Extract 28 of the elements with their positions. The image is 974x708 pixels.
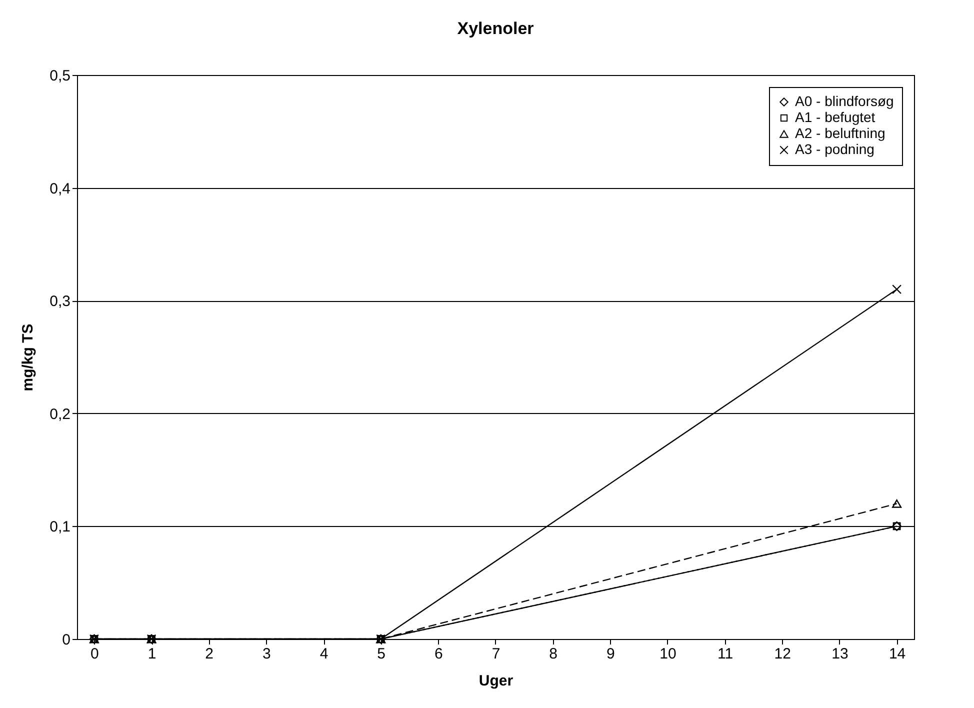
y-tick-label: 0,1 [50, 518, 70, 536]
y-tick-label: 0,3 [50, 293, 70, 310]
x-tick-label: 13 [832, 646, 848, 662]
x-tick-label: 10 [660, 646, 676, 662]
x-tick-label: 3 [262, 646, 271, 662]
y-tick-label: 0,2 [50, 406, 70, 423]
chart-title: Xylenoler [457, 19, 534, 38]
x-axis-title: Uger [478, 672, 514, 690]
y-axis-title: mg/kg TS [20, 324, 37, 392]
legend-label: A2 - beluftning [795, 125, 886, 141]
x-tick-label: 5 [377, 646, 386, 662]
x-tick-label: 8 [549, 646, 558, 662]
y-tick-label: 0,5 [50, 68, 70, 84]
x-tick-label: 9 [606, 646, 615, 662]
x-tick-label: 12 [774, 646, 791, 662]
legend-label: A0 - blindforsøg [795, 93, 894, 109]
y-tick-label: 0 [62, 632, 70, 648]
x-tick-label: 0 [90, 646, 99, 662]
x-tick-label: 11 [718, 646, 734, 662]
x-tick-label: 7 [492, 646, 500, 662]
y-tick-label: 0,4 [50, 180, 70, 198]
x-tick-label: 1 [148, 646, 156, 662]
legend-label: A1 - befugtet [795, 109, 876, 125]
x-tick-label: 6 [434, 646, 443, 662]
x-tick-label: 2 [205, 646, 214, 662]
x-tick-label: 4 [320, 646, 328, 662]
legend-label: A3 - podning [795, 141, 874, 157]
x-tick-label: 14 [888, 646, 906, 662]
